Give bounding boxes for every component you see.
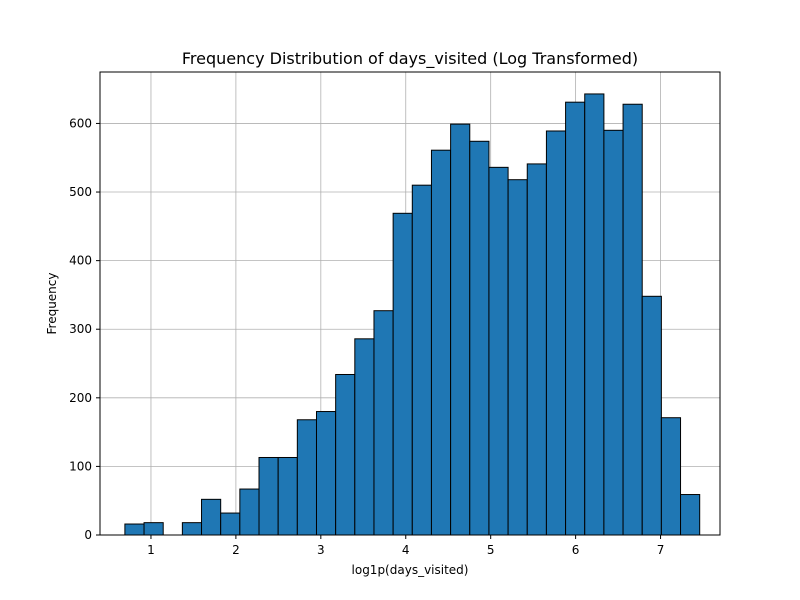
histogram-bar xyxy=(392,212,413,536)
histogram-bar xyxy=(507,179,528,536)
x-tick-label: 5 xyxy=(487,543,495,557)
y-tick-label: 300 xyxy=(69,322,92,336)
histogram-bars xyxy=(124,93,701,536)
y-axis-ticks: 0 100 200 300 400 500 600 xyxy=(69,116,100,542)
histogram-bar xyxy=(622,103,643,536)
x-tick-label: 7 xyxy=(657,543,665,557)
histogram-bar xyxy=(296,419,317,536)
x-tick-label: 1 xyxy=(147,543,155,557)
histogram-bar xyxy=(603,129,624,536)
histogram-bar xyxy=(660,417,682,536)
histogram-bar xyxy=(373,310,394,536)
chart-title: Frequency Distribution of days_visited (… xyxy=(182,49,638,69)
y-tick-label: 0 xyxy=(84,528,92,542)
histogram-bar xyxy=(277,456,298,536)
histogram-bar xyxy=(680,494,701,536)
histogram-bar xyxy=(469,140,490,536)
x-tick-label: 2 xyxy=(232,543,240,557)
y-tick-label: 100 xyxy=(69,459,92,473)
histogram-bar xyxy=(430,149,452,536)
histogram-bar xyxy=(411,184,432,536)
histogram-bar xyxy=(143,522,164,536)
x-axis-ticks: 1 2 3 4 5 6 7 xyxy=(147,535,664,557)
histogram-bar xyxy=(315,411,337,536)
histogram-bar xyxy=(354,338,375,536)
histogram-bar xyxy=(526,163,547,536)
x-tick-label: 6 xyxy=(572,543,580,557)
x-tick-label: 3 xyxy=(317,543,325,557)
y-tick-label: 400 xyxy=(69,254,92,268)
histogram-bar xyxy=(450,123,471,536)
histogram-bar xyxy=(335,373,356,536)
histogram-bar xyxy=(239,488,260,536)
histogram-bar xyxy=(565,101,586,536)
histogram-bar xyxy=(258,456,279,536)
y-axis-label: Frequency xyxy=(45,273,59,335)
histogram-bar xyxy=(584,93,605,536)
plot-frame xyxy=(99,71,721,536)
y-tick-label: 200 xyxy=(69,391,92,405)
histogram-bar xyxy=(488,166,509,536)
x-axis-label: log1p(days_visited) xyxy=(352,563,469,577)
x-tick-label: 4 xyxy=(402,543,410,557)
histogram-bar xyxy=(181,522,203,536)
y-tick-label: 600 xyxy=(69,116,92,130)
histogram-bar xyxy=(201,498,222,536)
y-tick-label: 500 xyxy=(69,185,92,199)
histogram-bar xyxy=(220,512,241,536)
histogram-bar xyxy=(124,523,145,536)
histogram-bar xyxy=(641,295,662,536)
histogram-bar xyxy=(545,130,567,536)
